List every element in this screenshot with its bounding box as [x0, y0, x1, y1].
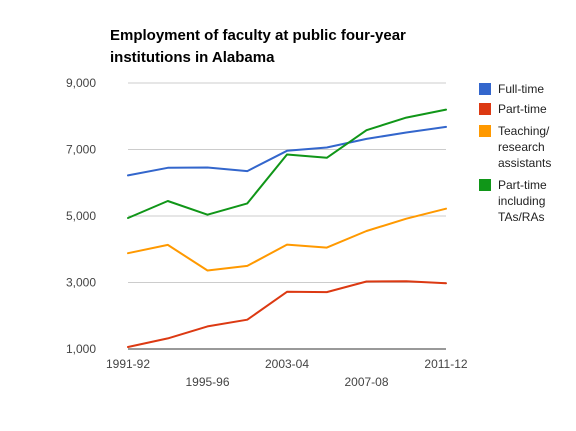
- legend-label: Part-time: [498, 178, 547, 192]
- x-tick-label: 2007-08: [344, 375, 388, 389]
- y-tick-label: 1,000: [66, 342, 96, 356]
- legend-label: TAs/RAs: [498, 210, 544, 224]
- legend-swatch: [479, 125, 491, 137]
- legend-label: Part-time: [498, 102, 547, 116]
- x-axis-ticks: 1991-92 2003-04 2011-12 1995-96 2007-08: [106, 357, 468, 389]
- legend-swatch: [479, 83, 491, 95]
- legend: Full-time Part-time Teaching/research assis…: [479, 82, 551, 224]
- legend-swatch: [479, 103, 491, 115]
- y-tick-label: 7,000: [66, 143, 96, 157]
- series-line-3: [127, 207, 447, 272]
- legend-label: assistants: [498, 156, 551, 170]
- x-tick-label: 1991-92: [106, 357, 150, 371]
- legend-swatch: [479, 179, 491, 191]
- legend-label: Teaching/: [498, 124, 550, 138]
- series-line-4: [127, 108, 447, 219]
- y-tick-label: 3,000: [66, 276, 96, 290]
- legend-label: including: [498, 194, 545, 208]
- y-tick-label: 9,000: [66, 76, 96, 90]
- series-lines: [127, 108, 447, 348]
- legend-label: Full-time: [498, 82, 544, 96]
- legend-label: research: [498, 140, 545, 154]
- series-line-2: [127, 280, 447, 348]
- gridlines: [128, 82, 446, 350]
- y-tick-label: 5,000: [66, 209, 96, 223]
- x-tick-label: 2003-04: [265, 357, 309, 371]
- series-line-1: [127, 125, 447, 177]
- chart-title: Employment of faculty at public four-yea…: [110, 27, 406, 66]
- x-tick-label: 1995-96: [185, 375, 229, 389]
- chart-title-line-2: institutions in Alabama: [110, 49, 275, 66]
- x-tick-label: 2011-12: [424, 357, 467, 371]
- y-axis-ticks: 9,000 7,000 5,000 3,000 1,000: [66, 76, 96, 356]
- chart-title-line-1: Employment of faculty at public four-yea…: [110, 27, 406, 44]
